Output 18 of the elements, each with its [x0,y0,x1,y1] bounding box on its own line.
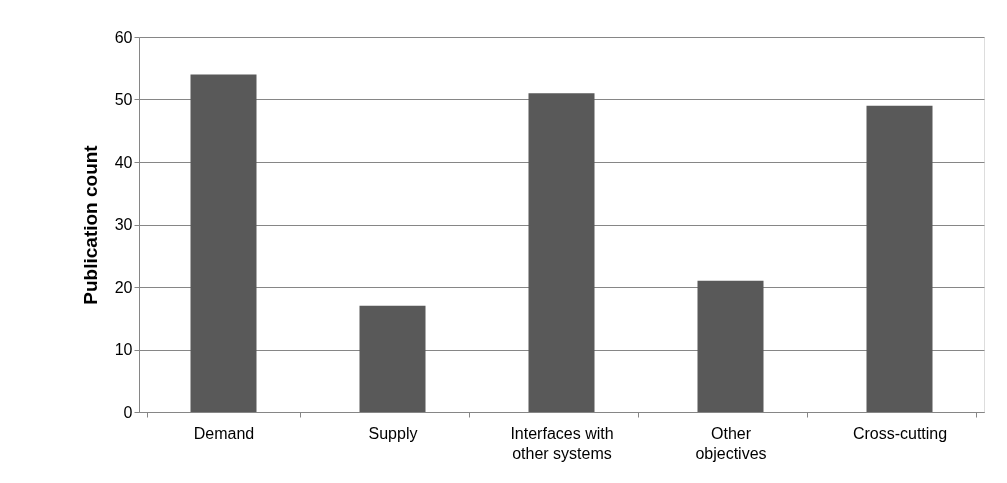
bar [190,74,257,412]
y-tick-label: 40 [114,153,133,171]
x-tick-label: Supply [368,424,418,442]
bar [866,105,933,412]
bar [528,93,595,412]
x-tick-label: Cross-cutting [852,424,948,442]
y-tick-label: 30 [114,216,133,233]
y-tick-label: 20 [114,278,133,296]
y-tick-label: 50 [114,91,133,108]
y-tick-label: 10 [114,341,133,358]
y-axis-title: Publication count [79,144,101,305]
x-tick-label: Other objectives [695,424,767,462]
bar [359,305,426,412]
y-tick-label: 60 [114,28,133,46]
x-tick-label: Demand [193,424,255,442]
x-tick-label: Interfaces with other systems [510,424,614,462]
y-tick-label: 0 [123,403,133,421]
bar [697,280,764,412]
